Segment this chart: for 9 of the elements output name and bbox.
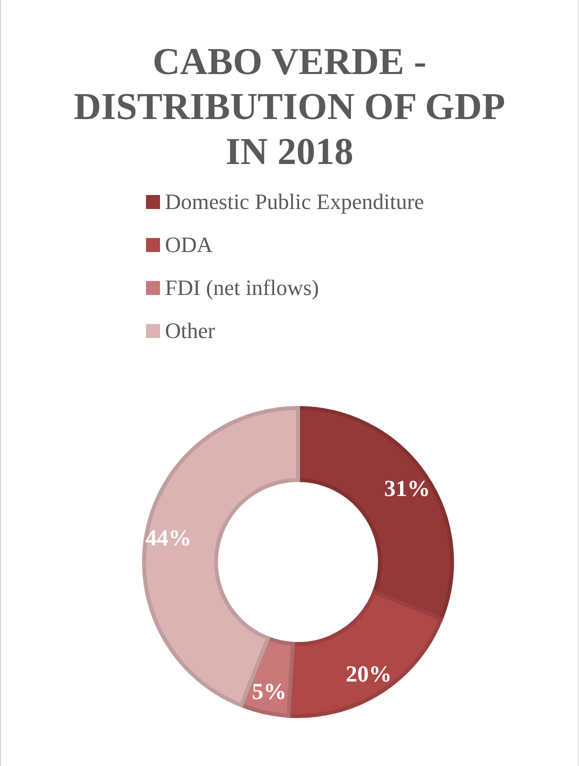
data-label: 31%	[384, 476, 430, 501]
data-label: 5%	[252, 678, 286, 704]
data-label: 20%	[346, 661, 392, 686]
data-label: 44%	[145, 525, 192, 550]
chart-title: CABO VERDE - DISTRIBUTION OF GDP IN 2018	[74, 41, 506, 173]
legend-label: FDI (net inflows)	[165, 275, 319, 300]
legend-label: ODA	[165, 232, 213, 257]
legend-label: Other	[165, 318, 216, 343]
legend-label: Domestic Public Expenditure	[165, 189, 424, 214]
